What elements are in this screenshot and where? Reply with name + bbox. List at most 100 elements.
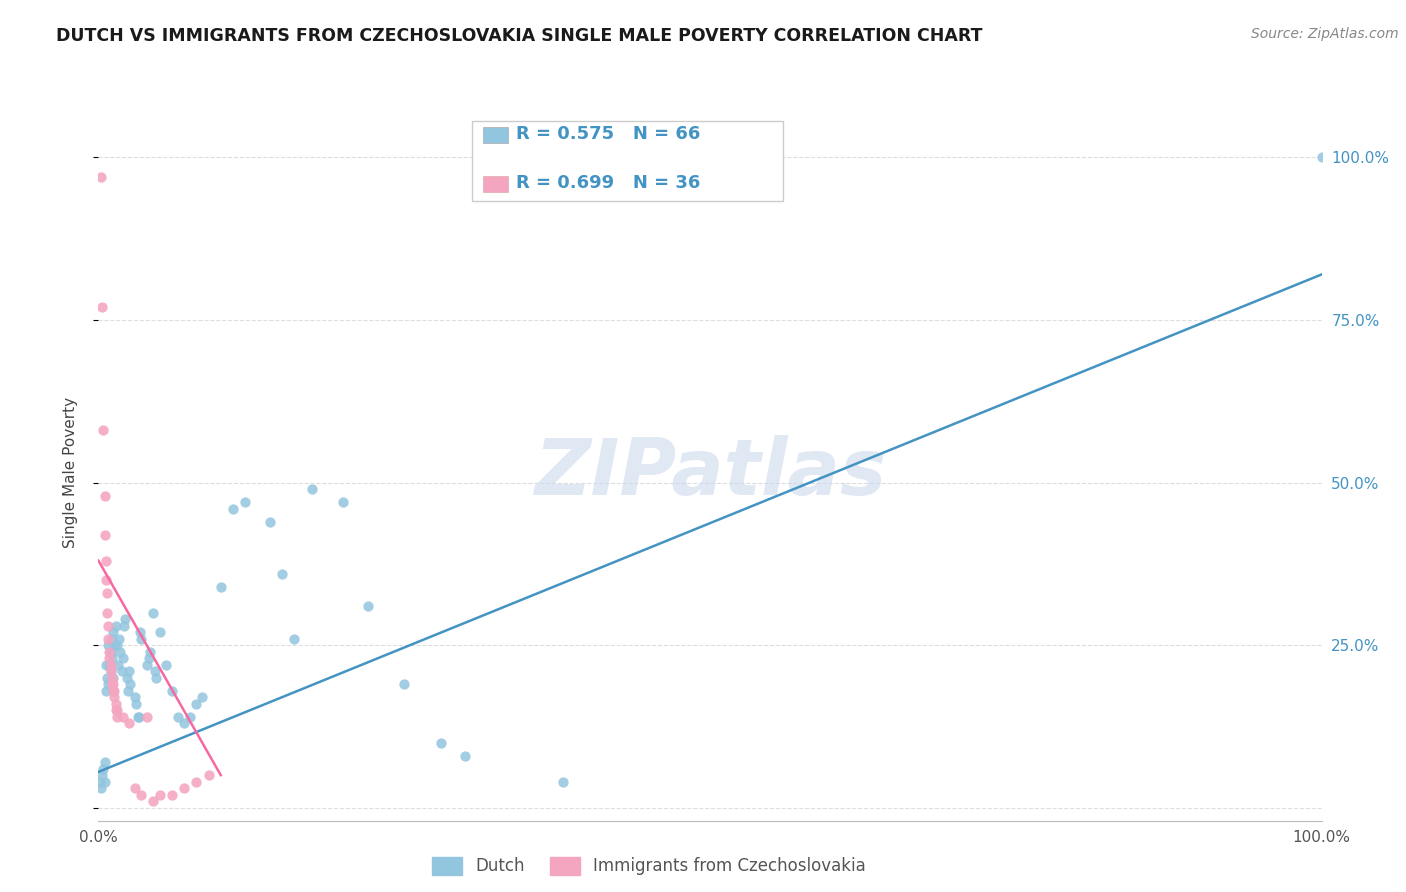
Point xyxy=(186,774,208,789)
Text: R = 0.575   N = 66: R = 0.575 N = 66 xyxy=(516,125,700,143)
Point xyxy=(91,300,114,314)
Point xyxy=(105,638,128,652)
Point xyxy=(222,501,245,516)
Point xyxy=(454,748,477,763)
Point xyxy=(96,586,118,600)
Point xyxy=(142,794,165,808)
Point xyxy=(128,709,150,723)
Point xyxy=(149,625,172,640)
Point xyxy=(97,618,120,632)
Point xyxy=(104,697,127,711)
Point xyxy=(107,657,129,672)
Point xyxy=(136,657,159,672)
Point xyxy=(155,657,177,672)
Point xyxy=(103,683,125,698)
Point xyxy=(138,651,160,665)
Text: ZIPatlas: ZIPatlas xyxy=(534,434,886,511)
Point xyxy=(209,580,232,594)
Point xyxy=(110,644,132,658)
Point xyxy=(270,566,294,581)
Point xyxy=(118,664,141,678)
Point xyxy=(101,651,124,665)
Point xyxy=(129,632,152,646)
Point xyxy=(91,762,114,776)
Point xyxy=(101,671,124,685)
Point xyxy=(115,671,138,685)
Point xyxy=(124,781,146,796)
Point xyxy=(149,788,172,802)
Point xyxy=(105,703,128,717)
Point xyxy=(89,774,111,789)
Point xyxy=(98,657,121,672)
Point xyxy=(114,612,136,626)
Point xyxy=(233,495,256,509)
Point xyxy=(104,703,127,717)
Point xyxy=(186,697,208,711)
Point xyxy=(553,774,575,789)
Point xyxy=(97,632,120,646)
Point xyxy=(93,527,115,541)
Point xyxy=(91,424,114,438)
Point xyxy=(94,657,117,672)
Point xyxy=(100,657,122,672)
Point xyxy=(139,644,162,658)
Point xyxy=(93,489,115,503)
Point xyxy=(191,690,214,704)
Point xyxy=(94,573,117,587)
Point xyxy=(94,553,117,567)
Point xyxy=(93,774,115,789)
Point xyxy=(98,644,121,658)
Point xyxy=(94,683,117,698)
Point xyxy=(160,788,183,802)
Point xyxy=(117,683,139,698)
Point xyxy=(1310,150,1333,164)
Y-axis label: Single Male Poverty: Single Male Poverty xyxy=(63,397,77,549)
Point xyxy=(100,664,122,678)
Text: R = 0.699   N = 36: R = 0.699 N = 36 xyxy=(516,174,700,192)
Point xyxy=(356,599,378,613)
Point xyxy=(392,677,416,691)
Point xyxy=(111,709,134,723)
Point xyxy=(90,169,112,184)
Point xyxy=(93,755,115,769)
Point xyxy=(104,618,127,632)
Point xyxy=(430,736,453,750)
Point xyxy=(259,515,281,529)
Point xyxy=(101,671,124,685)
Point xyxy=(160,683,183,698)
Point xyxy=(167,709,190,723)
Point xyxy=(111,664,134,678)
Point xyxy=(118,716,141,731)
Point xyxy=(301,482,323,496)
Point xyxy=(98,651,121,665)
Point xyxy=(96,606,118,620)
Point xyxy=(103,690,125,704)
Point xyxy=(97,638,120,652)
Point xyxy=(125,697,148,711)
Point xyxy=(100,664,122,678)
Point xyxy=(142,606,165,620)
Point xyxy=(101,632,124,646)
Point xyxy=(127,709,149,723)
Point xyxy=(120,677,142,691)
Point xyxy=(101,625,124,640)
Point xyxy=(129,788,152,802)
Point xyxy=(91,768,114,782)
Point xyxy=(105,709,128,723)
Point xyxy=(129,625,152,640)
Point xyxy=(124,690,146,704)
Point xyxy=(143,664,166,678)
Legend: Dutch, Immigrants from Czechoslovakia: Dutch, Immigrants from Czechoslovakia xyxy=(425,850,873,882)
Point xyxy=(145,671,167,685)
Point xyxy=(136,709,159,723)
Point xyxy=(108,632,131,646)
Point xyxy=(100,644,122,658)
Point xyxy=(332,495,354,509)
Point xyxy=(90,781,112,796)
Text: Source: ZipAtlas.com: Source: ZipAtlas.com xyxy=(1251,27,1399,41)
Point xyxy=(179,709,201,723)
Point xyxy=(96,671,118,685)
Point xyxy=(197,768,219,782)
Point xyxy=(111,651,134,665)
Point xyxy=(101,677,124,691)
